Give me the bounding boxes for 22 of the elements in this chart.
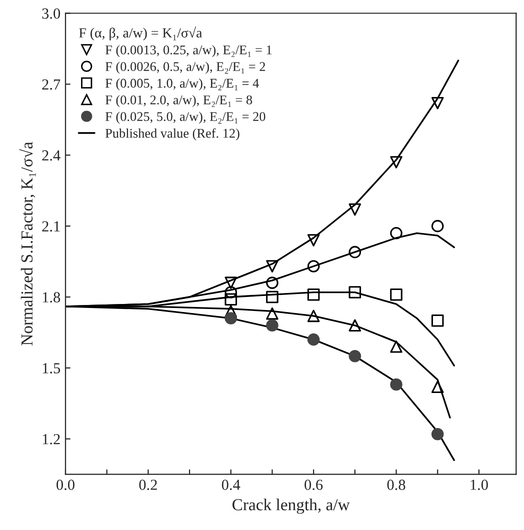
x-axis-title: Crack length, a/w xyxy=(232,498,350,514)
y-tick-label: 1.5 xyxy=(42,363,60,374)
legend-label: F (0.025, 5.0, a/w), E₂/E₁ = 20 xyxy=(105,112,266,124)
legend-title: F (α, β, a/w) = K₁/σ√a xyxy=(79,26,202,40)
y-tick-label: 2.7 xyxy=(42,79,60,90)
y-tick-label: 1.8 xyxy=(42,292,60,303)
x-tick-label: 0.4 xyxy=(222,480,240,490)
x-tick-label: 0.6 xyxy=(304,480,323,490)
legend-label: F (0.0026, 0.5, a/w), E₂/E₁ = 2 xyxy=(105,62,266,74)
y-tick-label: 2.4 xyxy=(42,150,60,161)
legend-label: Published value (Ref. 12) xyxy=(105,128,240,140)
y-tick-label: 2.1 xyxy=(42,221,60,232)
y-axis-title: Normalized S.I.Factor, K₁/σ√a xyxy=(19,142,36,346)
x-tick-label: 0.2 xyxy=(139,480,157,490)
x-tick-label: 1.0 xyxy=(470,480,488,490)
legend-label: F (0.0013, 0.25, a/w), E₂/E₁ = 1 xyxy=(105,45,272,58)
x-tick-label: 0.8 xyxy=(387,480,406,490)
y-tick-label: 3.0 xyxy=(42,8,60,19)
y-tick-label: 1.2 xyxy=(42,434,60,444)
legend-label: F (0.005, 1.0, a/w), E₂/E₁ = 4 xyxy=(105,78,259,90)
legend-label: F (0.01, 2.0, a/w), E₂/E₁ = 8 xyxy=(105,95,252,108)
x-tick-label: 0.0 xyxy=(56,480,74,490)
